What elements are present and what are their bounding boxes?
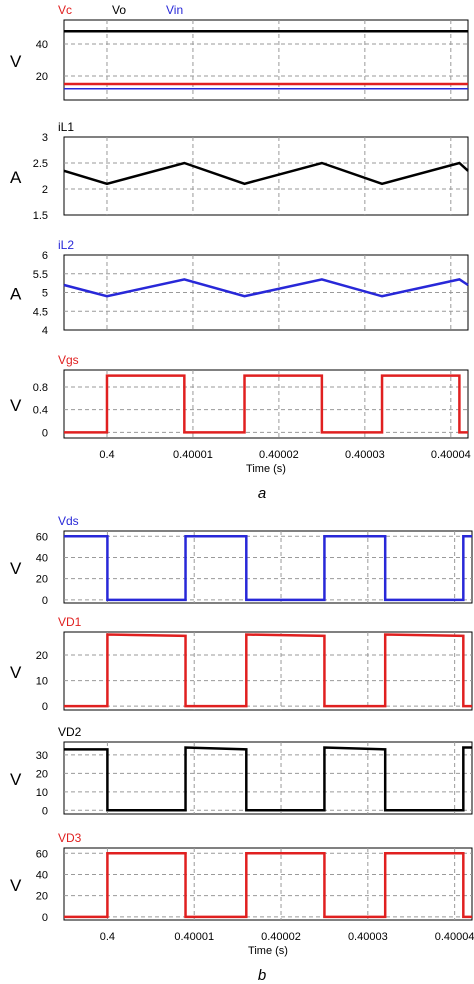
y-tick-label: 30: [36, 750, 48, 762]
y-tick-label: 40: [36, 869, 48, 881]
y-tick-label: 3: [42, 132, 48, 144]
x-tick-label: 0.40001: [173, 449, 213, 461]
legend-entry: Vin: [166, 3, 183, 17]
y-tick-label: 4: [42, 325, 48, 337]
caption-a: a: [258, 485, 266, 502]
y-tick-label: 0: [42, 595, 48, 607]
y-axis-label: V: [10, 52, 22, 71]
y-axis-label: V: [10, 559, 22, 578]
x-tick-label: 0.40003: [345, 449, 385, 461]
y-tick-label: 40: [36, 552, 48, 564]
plot-panel-1: 20 40 V Vc Vo Vin: [10, 3, 469, 101]
plot-frame: [63, 631, 473, 711]
caption-b: b: [258, 967, 266, 984]
legend-entry: VD3: [58, 831, 82, 845]
y-tick-label: 6: [42, 250, 48, 262]
y-tick-label: 20: [36, 891, 48, 903]
y-tick-label: 20: [36, 71, 48, 83]
x-tick-label: 0.40002: [259, 449, 299, 461]
x-tick-label: 0.4: [100, 931, 115, 943]
y-axis-label: V: [10, 663, 22, 682]
y-tick-label: 20: [36, 650, 48, 662]
plot-frame: [63, 19, 469, 101]
x-tick-label: 0.4: [99, 449, 114, 461]
y-tick-label: 20: [36, 768, 48, 780]
y-tick-label: 0.8: [33, 382, 48, 394]
y-tick-label: 40: [36, 39, 48, 51]
y-tick-label: 10: [36, 676, 48, 688]
plot-panel-4: 0 0.4 0.8 V Vgs 0.4 0.40001 0.40002 0.40003 0.400…: [10, 353, 471, 475]
series-line-Vgs: [64, 374, 468, 434]
series-line-iL2: [63, 278, 469, 298]
legend-entry: Vgs: [58, 353, 79, 367]
y-tick-label: 60: [36, 531, 48, 543]
plot-frame: [63, 369, 469, 439]
y-tick-label: 5: [42, 288, 48, 300]
y-tick-label: 0: [42, 805, 48, 817]
legend-entry: Vc: [58, 3, 72, 17]
y-tick-label: 60: [36, 848, 48, 860]
series-line-iL1: [63, 161, 469, 186]
plot-frame: [63, 530, 473, 604]
plot-frame: [63, 741, 473, 815]
plot-panel-5: 0 20 40 60 V Vds: [10, 514, 473, 607]
x-tick-label: 0.40004: [435, 931, 474, 943]
plot-panel-8: 0 20 40 60 V VD3 0.4 0.40001 0.40002 0.40003 0.400…: [10, 831, 474, 957]
x-tick-label: 0.40001: [174, 931, 214, 943]
series-line-Vds: [64, 535, 472, 602]
x-axis-title: Time (s): [248, 945, 288, 957]
x-tick-label: 0.40002: [261, 931, 301, 943]
plot-frame: [63, 847, 473, 921]
x-tick-label: 0.40004: [431, 449, 471, 461]
y-axis-label: V: [10, 770, 22, 789]
legend-entry: iL2: [58, 238, 74, 252]
y-tick-label: 10: [36, 787, 48, 799]
plot-panel-7: 0 10 20 30 V VD2: [10, 725, 473, 817]
legend-entry: iL1: [58, 120, 74, 134]
y-tick-label: 2.5: [33, 158, 48, 170]
series-line-VD2: [64, 746, 472, 812]
series-line-VD1: [64, 633, 472, 708]
y-tick-label: 0: [42, 427, 48, 439]
plot-panel-6: 0 10 20 V VD1: [10, 615, 473, 713]
y-axis-label: V: [10, 876, 22, 895]
y-tick-label: 0.4: [33, 405, 48, 417]
y-tick-label: 1.5: [33, 210, 48, 222]
y-axis-label: A: [10, 168, 22, 187]
legend-entry: Vo: [112, 3, 126, 17]
y-tick-label: 0: [42, 912, 48, 924]
y-axis-label: V: [10, 396, 22, 415]
legend-entry: Vds: [58, 514, 79, 528]
y-tick-label: 2: [42, 184, 48, 196]
y-axis-label: A: [10, 285, 22, 304]
x-axis-title: Time (s): [246, 463, 286, 475]
legend-entry: VD1: [58, 615, 82, 629]
series-line-VD3: [64, 852, 472, 919]
y-tick-label: 0: [42, 701, 48, 713]
y-tick-label: 5.5: [33, 269, 48, 281]
legend-entry: VD2: [58, 725, 82, 739]
x-tick-label: 0.40003: [348, 931, 388, 943]
y-tick-label: 4.5: [33, 306, 48, 318]
y-tick-label: 20: [36, 574, 48, 586]
